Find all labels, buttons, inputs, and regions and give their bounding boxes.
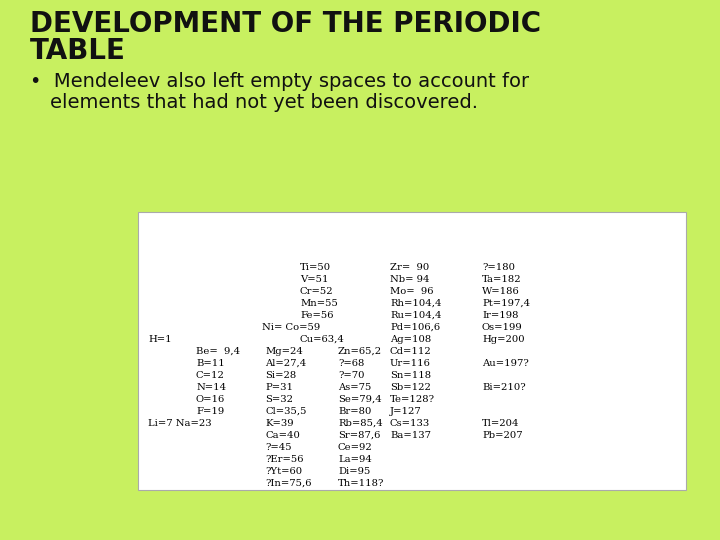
Text: Li=7 Na=23: Li=7 Na=23	[148, 419, 212, 428]
Text: J=127: J=127	[390, 407, 422, 416]
Text: Sb=122: Sb=122	[390, 383, 431, 392]
Text: Cs=133: Cs=133	[390, 419, 431, 428]
Text: Th=118?: Th=118?	[338, 479, 384, 488]
Text: Br=80: Br=80	[338, 407, 372, 416]
Text: Ta=182: Ta=182	[482, 275, 521, 284]
Text: Pb=207: Pb=207	[482, 431, 523, 440]
Text: Os=199: Os=199	[482, 323, 523, 332]
Text: Mn=55: Mn=55	[300, 299, 338, 308]
Text: Nb= 94: Nb= 94	[390, 275, 430, 284]
Text: Al=27,4: Al=27,4	[265, 359, 306, 368]
Text: elements that had not yet been discovered.: elements that had not yet been discovere…	[50, 93, 478, 112]
Text: Se=79,4: Se=79,4	[338, 395, 382, 404]
Text: Be=  9,4: Be= 9,4	[196, 347, 240, 356]
Text: N=14: N=14	[196, 383, 226, 392]
Text: Ti=50: Ti=50	[300, 263, 331, 272]
Text: TABLE: TABLE	[30, 37, 126, 65]
Text: Sr=87,6: Sr=87,6	[338, 431, 380, 440]
Text: Di=95: Di=95	[338, 467, 370, 476]
Text: Fe=56: Fe=56	[300, 311, 333, 320]
Text: Tl=204: Tl=204	[482, 419, 520, 428]
Text: Cl=35,5: Cl=35,5	[265, 407, 307, 416]
Text: Bi=210?: Bi=210?	[482, 383, 526, 392]
Text: Cr=52: Cr=52	[300, 287, 333, 296]
Text: Hg=200: Hg=200	[482, 335, 525, 344]
Text: La=94: La=94	[338, 455, 372, 464]
Text: Pt=197,4: Pt=197,4	[482, 299, 530, 308]
Text: Rb=85,4: Rb=85,4	[338, 419, 383, 428]
Text: Mg=24: Mg=24	[265, 347, 303, 356]
Text: Ag=108: Ag=108	[390, 335, 431, 344]
Text: Ir=198: Ir=198	[482, 311, 518, 320]
Text: K=39: K=39	[265, 419, 294, 428]
Text: Sn=118: Sn=118	[390, 371, 431, 380]
Text: P=31: P=31	[265, 383, 293, 392]
Text: Te=128?: Te=128?	[390, 395, 435, 404]
Text: Ba=137: Ba=137	[390, 431, 431, 440]
Text: ?=70: ?=70	[338, 371, 364, 380]
Bar	[138, 212, 686, 490]
Text: Si=28: Si=28	[265, 371, 296, 380]
Text: Rh=104,4: Rh=104,4	[390, 299, 441, 308]
Text: DEVELOPMENT OF THE PERIODIC: DEVELOPMENT OF THE PERIODIC	[30, 10, 541, 38]
Text: •  Mendeleev also left empty spaces to account for: • Mendeleev also left empty spaces to ac…	[30, 72, 529, 91]
Text: S=32: S=32	[265, 395, 293, 404]
Text: ?=180: ?=180	[482, 263, 515, 272]
Text: Ca=40: Ca=40	[265, 431, 300, 440]
Text: Zr=  90: Zr= 90	[390, 263, 429, 272]
Text: W=186: W=186	[482, 287, 520, 296]
Text: ?=68: ?=68	[338, 359, 364, 368]
Text: Cd=112: Cd=112	[390, 347, 432, 356]
Text: Ru=104,4: Ru=104,4	[390, 311, 441, 320]
Text: B=11: B=11	[196, 359, 225, 368]
Text: Ni= Co=59: Ni= Co=59	[262, 323, 320, 332]
Text: Au=197?: Au=197?	[482, 359, 528, 368]
Text: ?=45: ?=45	[265, 443, 292, 452]
Text: Cu=63,4: Cu=63,4	[300, 335, 345, 344]
Text: C=12: C=12	[196, 371, 225, 380]
Text: Mo=  96: Mo= 96	[390, 287, 433, 296]
Text: H=1: H=1	[148, 335, 171, 344]
Text: V=51: V=51	[300, 275, 328, 284]
Text: Ur=116: Ur=116	[390, 359, 431, 368]
Text: Pd=106,6: Pd=106,6	[390, 323, 440, 332]
Text: ?In=75,6: ?In=75,6	[265, 479, 312, 488]
Text: As=75: As=75	[338, 383, 372, 392]
Text: ?Yt=60: ?Yt=60	[265, 467, 302, 476]
Text: F=19: F=19	[196, 407, 224, 416]
Text: O=16: O=16	[196, 395, 225, 404]
Text: Ce=92: Ce=92	[338, 443, 373, 452]
Text: ?Er=56: ?Er=56	[265, 455, 304, 464]
Text: Zn=65,2: Zn=65,2	[338, 347, 382, 356]
